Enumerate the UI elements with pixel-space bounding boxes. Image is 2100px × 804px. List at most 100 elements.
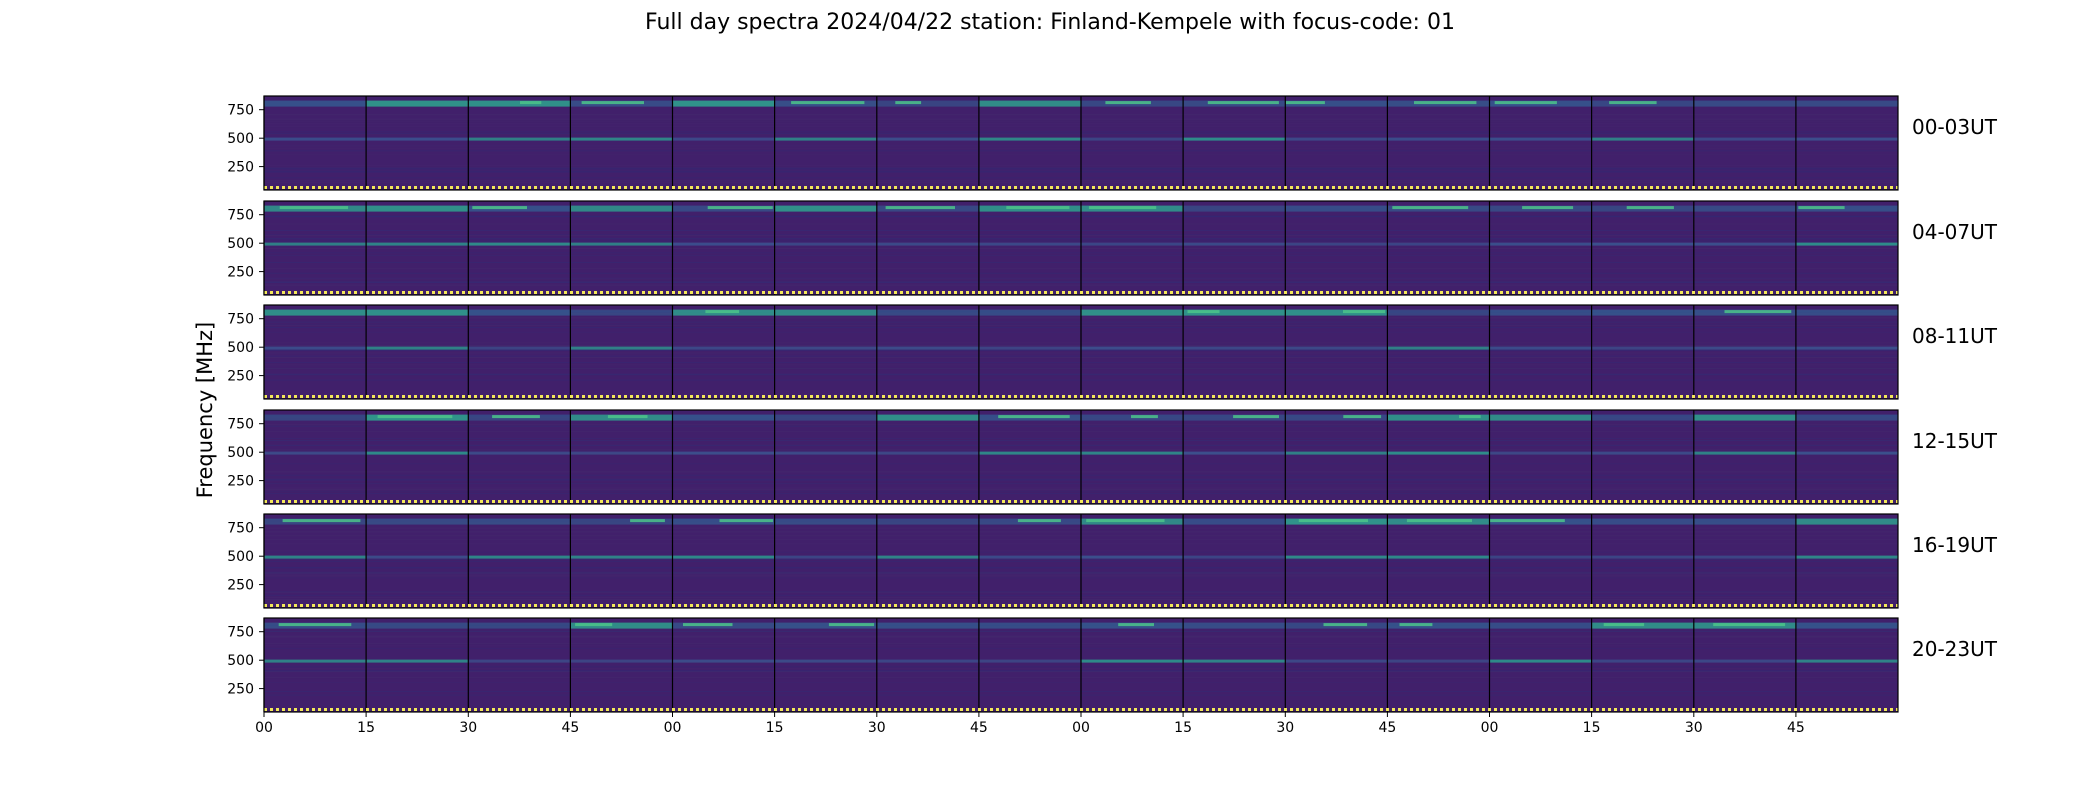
emission-band-500: [570, 555, 673, 559]
emission-band-500: [1795, 242, 1898, 246]
emission-band-500: [978, 659, 1081, 663]
y-tick-label: 750: [227, 208, 254, 224]
emission-band-800: [1795, 518, 1898, 525]
emission-hotspot: [1006, 206, 1070, 210]
emission-band-800: [774, 622, 877, 629]
y-axis-label: Frequency [MHz]: [193, 321, 217, 499]
emission-band-500: [978, 555, 1081, 559]
y-tick-label: 500: [227, 549, 254, 565]
emission-band-800: [264, 414, 367, 421]
emission-band-800: [570, 309, 673, 316]
emission-band-500: [1489, 659, 1592, 663]
emission-band-500: [264, 137, 367, 141]
emission-band-500: [774, 242, 877, 246]
emission-band-800: [264, 100, 367, 107]
emission-hotspot: [719, 519, 773, 523]
emission-band-500: [1591, 346, 1694, 350]
spectra-row-20-23UT: 250 500 750 20-23UT: [227, 617, 1998, 713]
emission-band-500: [1183, 659, 1286, 663]
emission-band-500: [1285, 137, 1388, 141]
emission-band-800: [774, 309, 877, 316]
spectra-row-08-11UT: 250 500 750 08-11UT: [227, 304, 1998, 400]
emission-band-800: [1387, 309, 1490, 316]
emission-band-500: [672, 659, 775, 663]
emission-band-500: [1387, 346, 1490, 350]
emission-band-500: [1387, 137, 1490, 141]
emission-band-800: [1183, 518, 1286, 525]
emission-band-500: [774, 555, 877, 559]
emission-hotspot: [1603, 623, 1645, 627]
emission-hotspot: [1088, 206, 1157, 210]
emission-band-500: [774, 659, 877, 663]
emission-band-800: [570, 518, 673, 525]
emission-band-500: [876, 555, 979, 559]
emission-hotspot: [1399, 623, 1433, 627]
emission-band-500: [1795, 555, 1898, 559]
spectra-row-00-03UT: 250 500 750 00-03UT: [227, 95, 1998, 191]
emission-hotspot: [1414, 101, 1477, 105]
emission-band-800: [468, 309, 571, 316]
emission-band-500: [1387, 659, 1490, 663]
emission-band-500: [1183, 555, 1286, 559]
emission-band-800: [774, 205, 877, 212]
y-tick-label: 500: [227, 445, 254, 461]
emission-band-500: [774, 346, 877, 350]
row-label: 08-11UT: [1912, 324, 1998, 348]
emission-band-500: [570, 659, 673, 663]
emission-band-500: [1081, 451, 1184, 455]
emission-band-500: [1795, 659, 1898, 663]
emission-band-500: [672, 346, 775, 350]
x-tick-label: 15: [357, 720, 375, 736]
emission-band-500: [1693, 137, 1796, 141]
emission-band-800: [570, 622, 673, 629]
emission-band-800: [1693, 100, 1796, 107]
emission-hotspot: [1522, 206, 1574, 210]
y-tick-label: 750: [227, 625, 254, 641]
emission-band-800: [366, 309, 469, 316]
emission-band-500: [1081, 555, 1184, 559]
emission-band-800: [876, 518, 979, 525]
emission-band-500: [264, 451, 367, 455]
y-tick-label: 250: [227, 160, 254, 176]
emission-band-800: [1693, 205, 1796, 212]
emission-band-500: [1795, 451, 1898, 455]
emission-band-500: [1081, 346, 1184, 350]
emission-band-500: [978, 451, 1081, 455]
emission-hotspot: [1494, 101, 1557, 105]
emission-hotspot: [607, 415, 648, 419]
emission-band-500: [366, 242, 469, 246]
emission-band-800: [1795, 414, 1898, 421]
emission-band-500: [774, 451, 877, 455]
emission-band-500: [672, 555, 775, 559]
emission-band-500: [1387, 451, 1490, 455]
y-tick-label: 500: [227, 236, 254, 252]
y-tick-label: 500: [227, 653, 254, 669]
emission-band-800: [366, 518, 469, 525]
emission-band-500: [1489, 242, 1592, 246]
emission-hotspot: [707, 206, 773, 210]
emission-hotspot: [1233, 415, 1279, 419]
y-tick-label: 250: [227, 265, 254, 281]
emission-band-500: [1591, 555, 1694, 559]
emission-band-500: [468, 346, 571, 350]
emission-band-500: [1795, 137, 1898, 141]
emission-band-800: [1795, 205, 1898, 212]
row-label: 12-15UT: [1912, 429, 1998, 453]
emission-band-800: [978, 622, 1081, 629]
emission-band-500: [1285, 451, 1388, 455]
emission-band-500: [1285, 555, 1388, 559]
x-tick-label: 45: [1787, 720, 1805, 736]
emission-band-500: [264, 242, 367, 246]
emission-band-800: [1489, 309, 1592, 316]
emission-hotspot: [885, 206, 955, 210]
emission-band-800: [978, 309, 1081, 316]
emission-hotspot: [828, 623, 875, 627]
emission-band-800: [1285, 205, 1388, 212]
row-frame: [263, 513, 1899, 609]
emission-band-500: [468, 659, 571, 663]
emission-band-500: [1693, 555, 1796, 559]
y-tick-label: 750: [227, 417, 254, 433]
emission-band-500: [1081, 242, 1184, 246]
x-tick-label: 45: [561, 720, 579, 736]
